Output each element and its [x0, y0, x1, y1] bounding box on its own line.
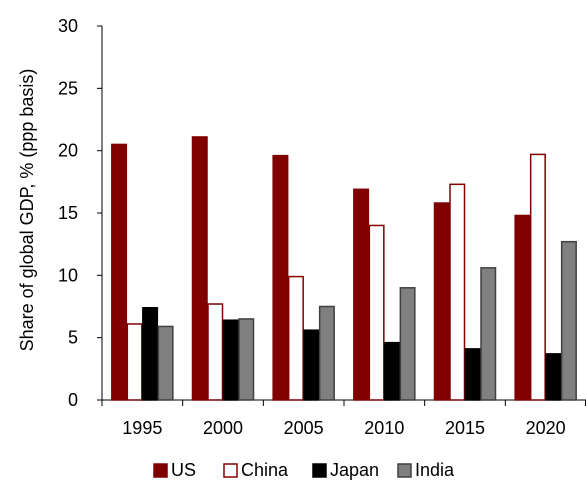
x-tick-label: 1995: [122, 418, 162, 438]
x-tick-label: 2020: [526, 418, 566, 438]
y-tick-label: 10: [58, 265, 78, 285]
bar-us-1995: [111, 143, 128, 401]
bar-japan-2015: [464, 348, 481, 401]
bar-china-1995: [126, 323, 143, 401]
x-tick-label: 2010: [364, 418, 404, 438]
legend-swatch-japan: [312, 463, 327, 478]
x-tick-label: 2015: [445, 418, 485, 438]
bar-us-2015: [433, 202, 450, 401]
legend-label-china: China: [241, 460, 289, 480]
bar-us-2010: [353, 188, 370, 401]
bar-china-2015: [449, 183, 466, 401]
bar-japan-2020: [545, 353, 562, 401]
bar-japan-2010: [384, 341, 401, 401]
bar-india-2005: [318, 305, 335, 401]
bar-india-2000: [238, 318, 255, 401]
y-tick-label: 5: [68, 328, 78, 348]
bar-japan-2005: [303, 329, 320, 401]
y-axis-label: Share of global GDP, % (ppp basis): [17, 69, 37, 352]
x-tick-label: 2005: [284, 418, 324, 438]
legend-swatch-china: [223, 463, 238, 478]
bar-us-2005: [272, 154, 289, 401]
bar-india-2020: [560, 240, 577, 401]
bar-china-2020: [529, 153, 546, 401]
legend: US China Japan India: [153, 460, 455, 480]
bar-india-1995: [157, 325, 174, 401]
bar-japan-2000: [222, 319, 239, 401]
bar-china-2005: [287, 275, 304, 401]
bar-china-2010: [368, 224, 385, 401]
bar-japan-1995: [142, 306, 159, 401]
x-axis: 1995 2000 2005 2010 2015 2020: [101, 399, 586, 438]
bar-china-2000: [207, 303, 224, 401]
y-tick-label: 30: [58, 16, 78, 36]
bar-us-2000: [191, 136, 208, 401]
y-tick-label: 15: [58, 203, 78, 223]
y-tick-label: 0: [68, 390, 78, 410]
y-tick-label: 20: [58, 141, 78, 161]
y-axis: 0 5 10 15 20 25 30: [58, 16, 103, 410]
bar-india-2010: [399, 287, 416, 401]
legend-label-us: US: [171, 460, 196, 480]
legend-swatch-us: [153, 463, 168, 478]
legend-swatch-india: [397, 463, 412, 478]
bar-india-2015: [480, 267, 497, 401]
legend-label-japan: Japan: [330, 460, 379, 480]
legend-label-india: India: [415, 460, 455, 480]
bars: [111, 136, 577, 401]
x-tick-label: 2000: [203, 418, 243, 438]
y-tick-label: 25: [58, 78, 78, 98]
bar-us-2020: [514, 214, 531, 401]
